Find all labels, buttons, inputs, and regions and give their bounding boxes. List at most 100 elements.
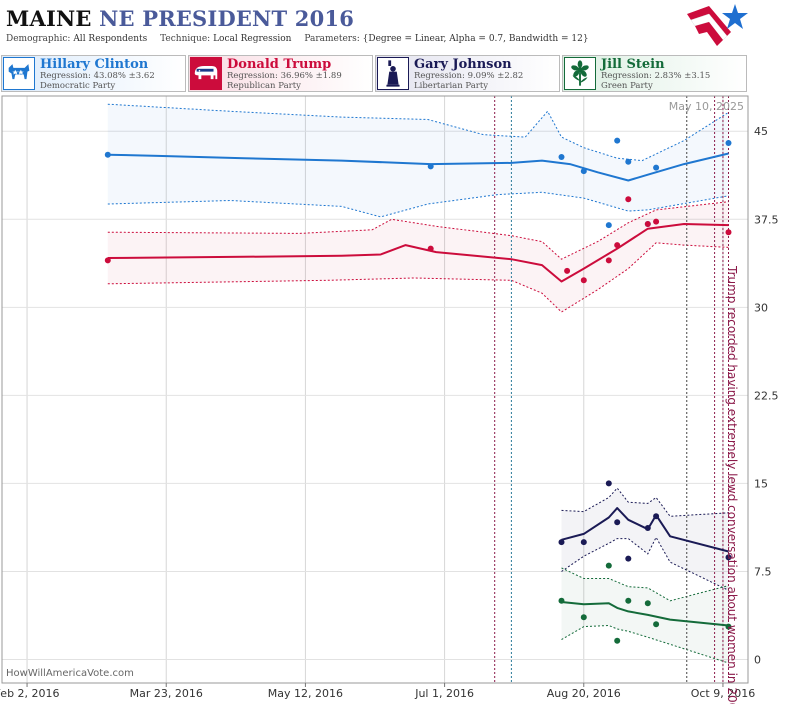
- plot-frame: [1, 95, 749, 684]
- y-tick-label: 45: [754, 125, 768, 138]
- poll-point: [725, 140, 732, 146]
- y-tick-label: 30: [754, 301, 768, 314]
- poll-point: [614, 137, 621, 144]
- grid-lines: [2, 96, 748, 683]
- poll-point: [614, 242, 621, 249]
- site-logo-icon: [687, 2, 749, 52]
- x-tick-label: Aug 20, 2016: [547, 687, 621, 700]
- y-tick-label: 22.5: [754, 389, 779, 402]
- confidence-bands: [107, 103, 729, 664]
- x-tick-label: Mar 23, 2016: [130, 687, 203, 700]
- trend-line: [561, 601, 729, 627]
- poll-point: [427, 245, 434, 252]
- candidate-regression: Regression: 2.83% ±3.15: [601, 71, 711, 81]
- candidate-party: Democratic Party: [40, 81, 116, 91]
- poll-point: [558, 539, 565, 546]
- poll-point: [644, 600, 651, 607]
- poll-point: [580, 168, 587, 175]
- poll-point: [564, 267, 571, 274]
- candidate-name: Donald Trump: [227, 57, 332, 72]
- poll-point: [653, 513, 660, 520]
- candidate-party: Green Party: [601, 81, 653, 91]
- confidence-band: [107, 201, 729, 312]
- lower-bound-line: [107, 191, 729, 218]
- candidate-name: Hillary Clinton: [40, 57, 149, 72]
- confidence-band: [561, 567, 729, 663]
- candidate-card-trump[interactable]: Donald Trump Regression: 36.96% ±1.89 Re…: [188, 55, 373, 92]
- candidate-regression: Regression: 36.96% ±1.89: [227, 71, 342, 81]
- poll-point: [605, 480, 612, 487]
- candidate-name: Jill Stein: [601, 57, 665, 72]
- poll-point: [580, 539, 587, 546]
- poll-point: [644, 221, 651, 227]
- poll-point: [725, 623, 732, 630]
- x-tick-label: Oct 9, 2016: [691, 687, 756, 700]
- candidate-regression: Regression: 43.08% ±3.62: [40, 71, 155, 81]
- candidate-name: Gary Johnson: [414, 57, 512, 72]
- technique-value: Local Regression: [213, 34, 292, 44]
- poll-point: [605, 562, 612, 569]
- poll-point: [653, 621, 660, 628]
- poll-point: [625, 158, 632, 165]
- poll-point: [644, 525, 651, 531]
- poll-point: [605, 222, 612, 229]
- technique-label: Technique:: [160, 34, 211, 44]
- page-title: MAINE NE PRESIDENT 2016: [6, 6, 354, 31]
- demographic-value: All Respondents: [73, 34, 148, 44]
- candidate-card-johnson[interactable]: Gary Johnson Regression: 9.09% ±2.82 Lib…: [375, 55, 560, 92]
- elephant-icon: [190, 57, 222, 90]
- poll-point: [725, 554, 732, 561]
- poll-point: [644, 221, 651, 227]
- candidate-card-clinton[interactable]: Hillary Clinton Regression: 43.08% ±3.62…: [1, 55, 186, 92]
- poll-points: [104, 137, 732, 644]
- poll-point: [625, 597, 632, 604]
- confidence-band: [561, 488, 729, 591]
- candidate-party: Libertarian Party: [414, 81, 489, 91]
- liberty-statue-icon: [377, 57, 409, 90]
- lower-bound-line: [107, 242, 729, 313]
- poll-point: [614, 519, 621, 526]
- poll-point: [625, 196, 632, 203]
- lower-bound-line: [561, 536, 729, 591]
- upper-bound-line: [561, 567, 729, 602]
- parameters-line: Demographic: All Respondents Technique: …: [6, 34, 589, 44]
- x-tick-label: Jul 1, 2016: [414, 687, 474, 700]
- poll-point: [614, 637, 621, 644]
- upper-bound-line: [107, 103, 729, 162]
- candidate-regression: Regression: 9.09% ±2.82: [414, 71, 524, 81]
- demographic-label: Demographic:: [6, 34, 71, 44]
- candidate-party: Republican Party: [227, 81, 301, 91]
- trend-line: [107, 223, 729, 283]
- upper-bound-line: [561, 487, 729, 517]
- date-stamp: May 10, 2025: [669, 100, 744, 113]
- y-tick-label: 15: [754, 477, 768, 490]
- poll-point: [558, 597, 565, 604]
- poll-point: [427, 163, 434, 170]
- trend-line: [107, 152, 729, 182]
- poll-point: [653, 164, 660, 171]
- poll-point: [104, 151, 111, 158]
- donkey-icon: [3, 57, 35, 90]
- candidate-card-stein[interactable]: Jill Stein Regression: 2.83% ±3.15 Green…: [562, 55, 747, 92]
- trend-line: [561, 507, 729, 553]
- site-credit: HowWillAmericaVote.com: [6, 668, 134, 679]
- event-lines: [494, 96, 730, 683]
- poll-point: [625, 555, 632, 562]
- poll-point: [605, 257, 612, 264]
- confidence-band: [107, 104, 729, 217]
- poll-point: [725, 229, 732, 236]
- x-tick-label: May 12, 2016: [268, 687, 343, 700]
- flower-icon: [564, 57, 596, 90]
- poll-point: [558, 154, 565, 160]
- x-tick-label: Feb 2, 2016: [0, 687, 60, 700]
- lower-bound-line: [561, 624, 729, 664]
- poll-point: [653, 218, 660, 225]
- axes: Feb 2, 2016 Mar 23, 2016 May 12, 2016 Jul 1…: [0, 95, 779, 700]
- parameters-label: Parameters:: [304, 34, 360, 44]
- upper-bound-line: [107, 201, 729, 260]
- poll-point: [580, 277, 587, 284]
- parameters-value: {Degree = Linear, Alpha = 0.7, Bandwidth…: [362, 34, 589, 44]
- event-annotation: Trump recorded having extremely lewd con…: [725, 265, 739, 704]
- poll-point: [104, 257, 111, 264]
